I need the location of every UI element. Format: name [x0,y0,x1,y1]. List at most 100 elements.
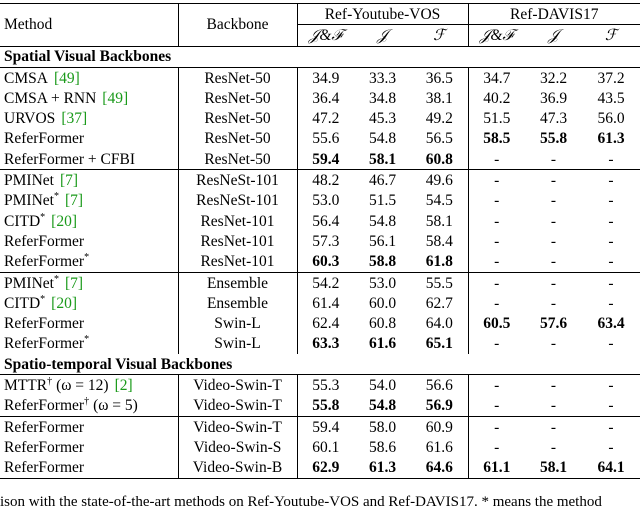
backbone-cell: ResNeSt-101 [178,190,298,211]
value-cell: 54.8 [368,212,397,230]
value-cell: 51.5 [368,192,397,210]
value-cell: - [494,438,500,456]
value-cell: 34.8 [368,89,397,107]
value-cell: 58.5 [483,130,511,148]
superscript: * [53,191,59,203]
value-cell: 60.9 [411,415,469,438]
method-name: CITD [4,212,41,230]
value-cell: - [494,335,500,353]
value-cell: - [550,192,557,210]
value-cell: 55.3 [312,376,340,394]
method-cell: ReferFormer [0,437,179,458]
backbone-cell: ResNeSt-101 [178,169,298,191]
value-cell: 36.9 [539,89,568,107]
value-cell: 58.0 [354,415,411,438]
method-cell: ReferFormer [0,128,179,150]
value-cell: - [608,397,614,415]
value-cell: 60.8 [411,149,469,170]
superscript: * [40,293,46,305]
method-cell: ReferFormer† (ω = 5) [0,395,179,417]
section-row: Spatial Visual Backbones [0,46,640,68]
method-cell: ReferFormer [0,457,179,479]
value-cell: - [494,150,500,168]
value-cell: 59.4 [312,150,340,168]
metric-header: 𝒥 [354,24,411,47]
method-cell: ReferFormer* [0,333,179,355]
method-name: ReferFormer [4,438,85,456]
value-cell: - [494,376,500,394]
method-cell: PMINet [7] [0,169,179,191]
backbone-cell: ResNet-101 [178,210,298,232]
table-row: MTTR† (ω = 12) [2] Video-Swin-T 55.3 54.0 56.6… [0,374,640,396]
value-cell: 51.5 [483,110,511,128]
table-row: ReferFormer Video-Swin-T 59.4 58.0 60.9- - - [0,415,640,438]
superscript: † [47,375,53,387]
value-cell: 64.0 [411,313,469,334]
value-cell: 58.1 [368,150,397,168]
method-cell: ReferFormer* [0,251,179,273]
value-cell: 62.9 [297,457,354,479]
value-cell: - [468,169,525,191]
value-cell: - [550,438,557,456]
table-row: CMSA [49] ResNet-50 34.9 33.3 36.5 34.7 32.2 37.… [0,67,640,89]
table-row: ReferFormer* ResNet-101 60.3 58.8 61.8- - - [0,251,640,273]
results-table: Method Backbone Ref-Youtube-VOS Ref-DAVIS17… [0,2,640,479]
value-cell: 59.4 [297,415,354,438]
value-cell: 54.5 [411,190,469,211]
value-cell: - [550,253,557,271]
method-name: (ω = 12) [56,376,109,394]
header-row: Method Backbone Ref-Youtube-VOS Ref-DAVIS17 [0,2,640,47]
value-cell: 37.2 [597,69,625,87]
metric-header: ℱ [582,24,640,47]
value-cell: 55.8 [539,130,568,148]
value-cell: - [550,212,557,230]
value-cell: 55.6 [312,130,340,148]
value-cell: - [582,169,640,191]
backbone-cell: ResNet-101 [178,231,298,252]
method-cell: ReferFormer [0,231,179,252]
value-cell: 60.0 [368,294,397,312]
value-cell: 49.6 [411,169,469,191]
value-cell: 40.2 [483,89,511,107]
value-cell: 60.8 [368,315,397,333]
method-name: ReferFormer + CFBI [4,150,136,168]
value-cell: 63.3 [312,335,340,353]
citation: [2] [114,376,133,394]
section-title: Spatio-temporal Visual Backbones [0,354,640,376]
value-cell: - [494,294,500,312]
value-cell: - [608,212,614,230]
table-row: CITD* [20] Ensemble 61.4 60.0 62.7 - - - [0,293,640,314]
group-header: Ref-Youtube-VOS [297,2,469,26]
method-name: MTTR [4,376,48,394]
value-cell: 47.3 [539,110,568,128]
value-cell: - [494,212,500,230]
backbone-cell: Video-Swin-T [178,374,298,396]
value-cell: 58.1 [525,457,582,479]
value-cell: 54.2 [297,271,354,294]
value-cell: 34.7 [483,69,511,87]
citation: [49] [53,69,80,87]
table-row: CITD* [20] ResNet-101 56.4 54.8 58.1 - - - [0,210,640,232]
citation: [37] [61,110,88,128]
value-cell: 36.4 [312,89,340,107]
metric-header: ℱ [411,24,469,47]
table-row: ReferFormer Video-Swin-B 62.9 61.3 64.6 61.1 5… [0,457,640,479]
table-row: ReferFormer Video-Swin-S 60.1 58.6 61.6 - - - [0,437,640,458]
value-cell: 61.4 [312,294,340,312]
method-name: CMSA + RNN [4,89,97,107]
backbone-cell: Swin-L [178,333,298,355]
method-cell: MTTR† (ω = 12) [2] [0,374,179,396]
superscript: * [84,334,90,346]
method-cell: ReferFormer [0,313,179,334]
value-cell: - [608,232,614,250]
table-row: ReferFormer Swin-L 62.4 60.8 64.0 60.5 57.6 63.… [0,313,640,334]
method-name: PMINet [4,192,54,210]
method-name: ReferFormer [4,418,85,436]
value-cell: 63.4 [597,315,625,333]
value-cell: 62.4 [312,315,340,333]
value-cell: - [608,438,614,456]
backbone-cell: Video-Swin-T [178,415,298,438]
value-cell: 48.2 [297,169,354,191]
value-cell: 56.0 [597,110,625,128]
backbone-cell: Video-Swin-B [178,457,298,479]
